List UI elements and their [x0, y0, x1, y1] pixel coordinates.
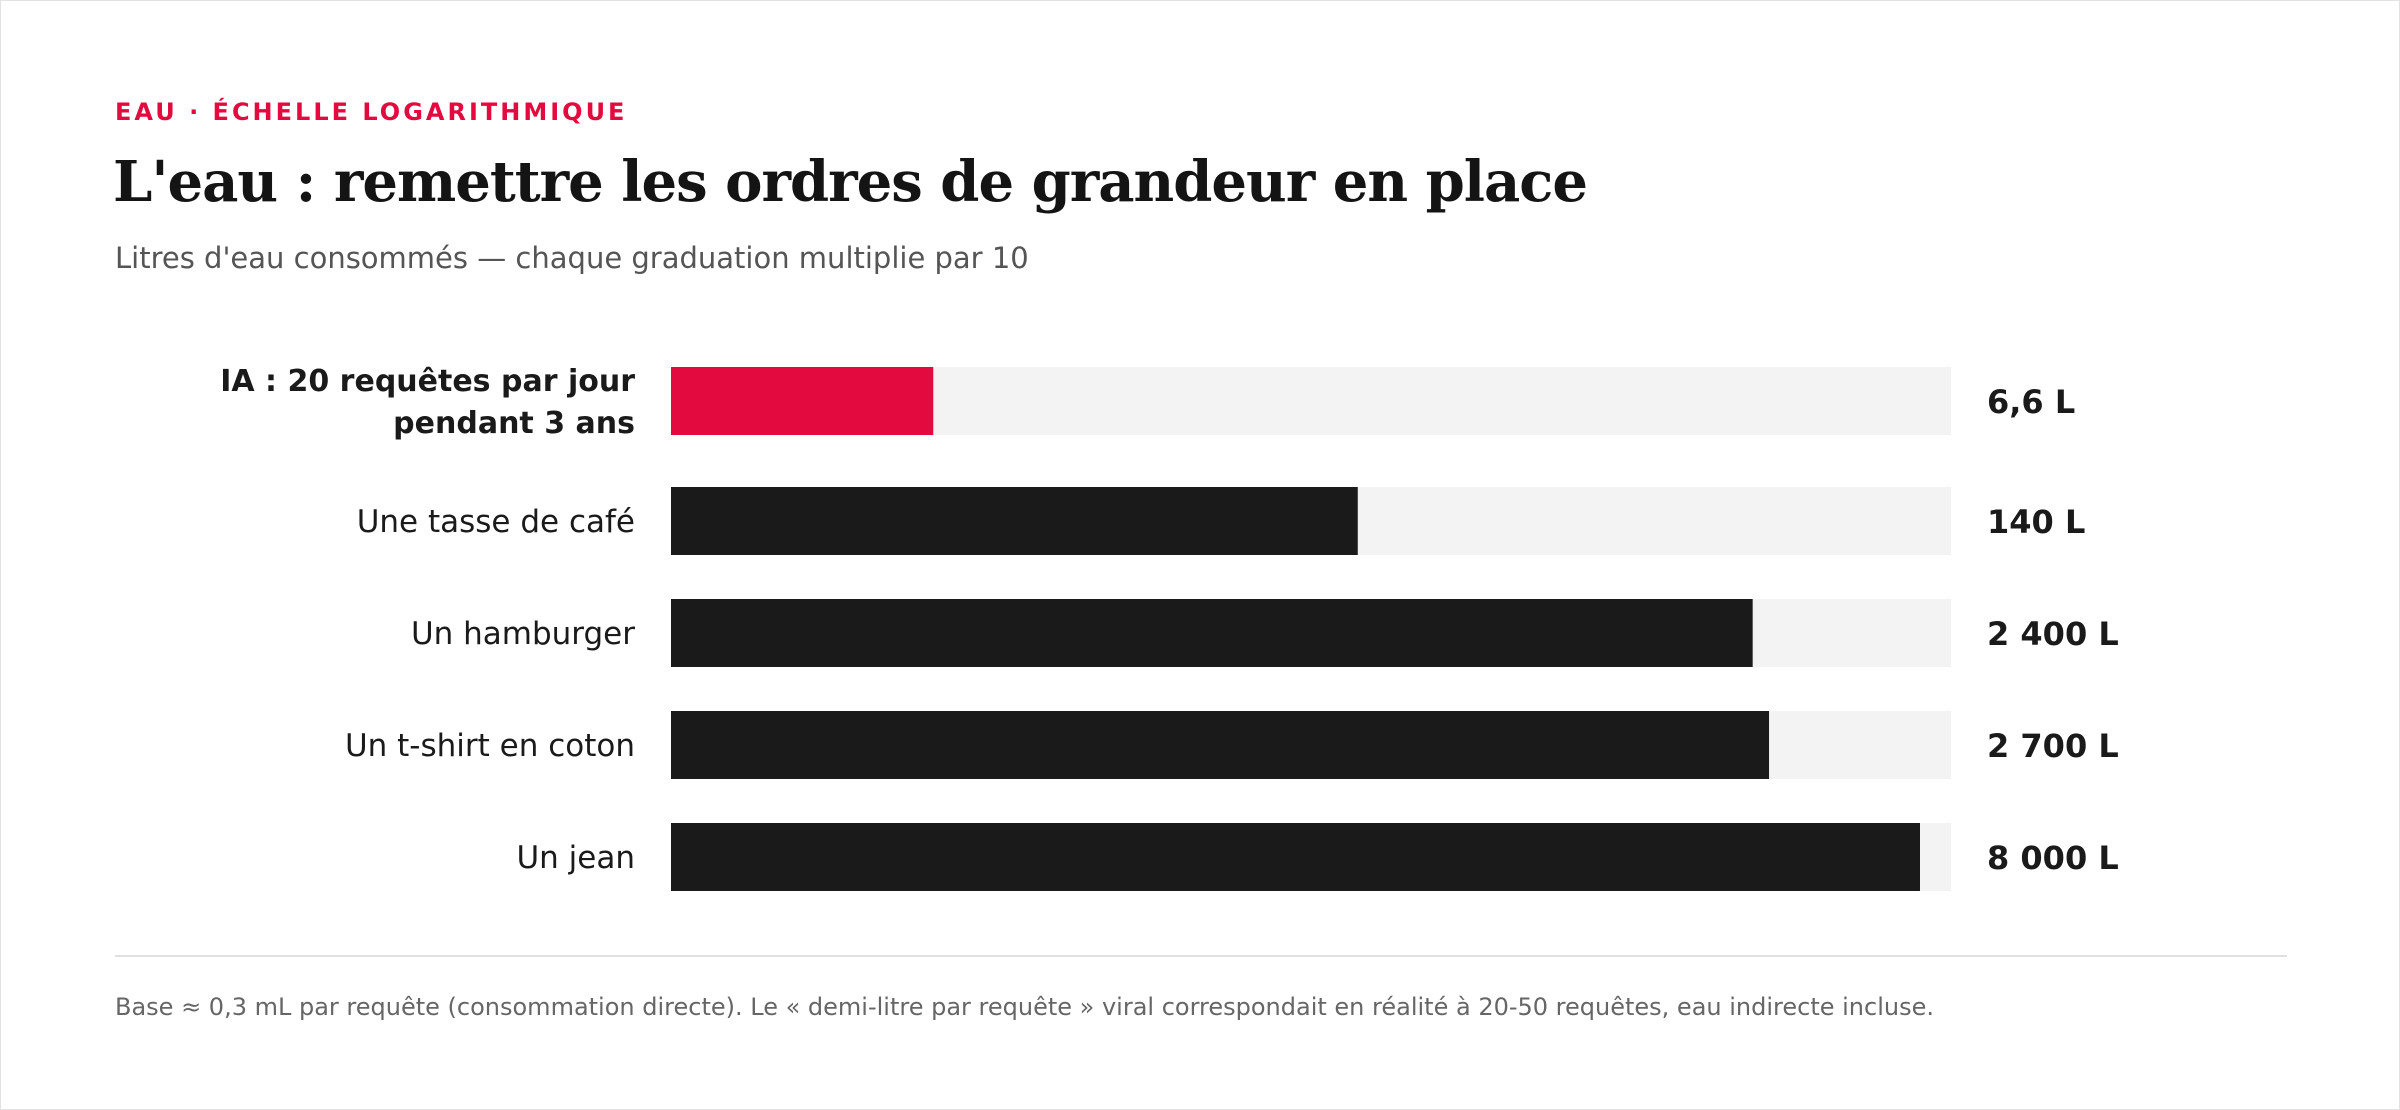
category-label: Un hamburger — [411, 616, 635, 652]
bar — [671, 487, 1358, 555]
footnote-divider — [115, 955, 2287, 957]
chart-eyebrow: EAU · ÉCHELLE LOGARITHMIQUE — [115, 98, 628, 126]
bar — [671, 599, 1753, 667]
bar-row: IA : 20 requêtes par jour pendant 3 ans 6,… — [220, 364, 2075, 441]
bar-highlight — [671, 367, 934, 435]
bar-row: Un jean 8 000 L — [516, 823, 2119, 891]
category-label-line: Une tasse de café — [357, 504, 635, 540]
bar-chart: IA : 20 requêtes par jour pendant 3 ans 6,… — [220, 364, 2119, 891]
bar — [671, 823, 1920, 891]
bar — [671, 711, 1770, 779]
category-label-line: Un hamburger — [411, 616, 635, 652]
category-label: Un t-shirt en coton — [345, 728, 635, 764]
value-label: 2 700 L — [1987, 727, 2119, 765]
chart-title: L'eau : remettre les ordres de grandeur … — [113, 149, 1588, 215]
category-label-line: pendant 3 ans — [393, 406, 635, 441]
category-label: IA : 20 requêtes par jour pendant 3 ans — [220, 364, 635, 441]
category-label: Une tasse de café — [357, 504, 635, 540]
value-label: 8 000 L — [1987, 839, 2119, 877]
category-label-line: Un t-shirt en coton — [345, 728, 635, 764]
value-label: 140 L — [1987, 503, 2085, 541]
bar-row: Un t-shirt en coton 2 700 L — [345, 711, 2119, 779]
category-label-line: IA : 20 requêtes par jour — [220, 364, 635, 399]
bar-row: Une tasse de café 140 L — [357, 487, 2085, 555]
chart-subtitle: Litres d'eau consommés — chaque graduati… — [115, 241, 1029, 275]
category-label-line: Un jean — [516, 840, 635, 876]
value-label: 6,6 L — [1987, 383, 2075, 421]
category-label: Un jean — [516, 840, 635, 876]
value-label: 2 400 L — [1987, 615, 2119, 653]
chart-footnote: Base ≈ 0,3 mL par requête (consommation … — [115, 993, 1934, 1021]
bar-row: Un hamburger 2 400 L — [411, 599, 2119, 667]
